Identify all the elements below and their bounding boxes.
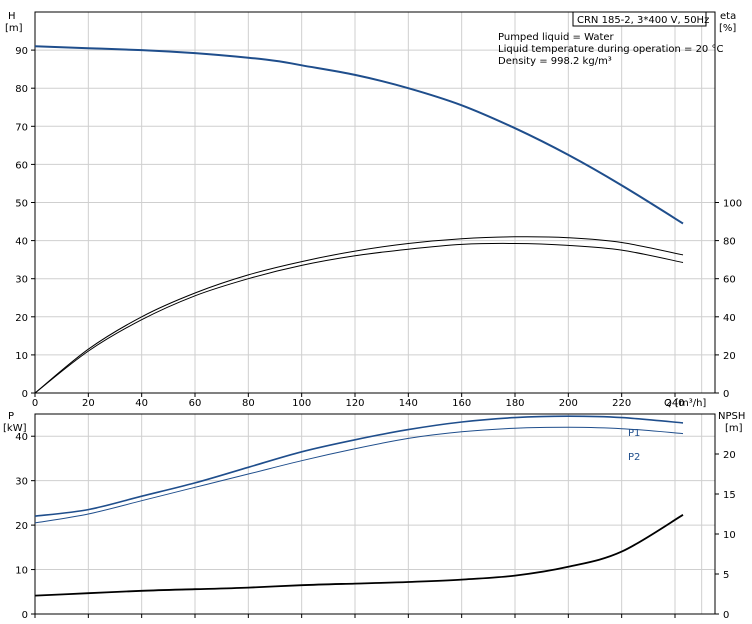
- y-right-tick-label: 60: [723, 275, 736, 286]
- x-tick-label: 180: [505, 398, 524, 409]
- x-tick-label: 240: [665, 398, 684, 409]
- y-tick-label: 40: [15, 237, 28, 248]
- x-tick-label: 40: [135, 398, 148, 409]
- y-tick-label: 80: [15, 84, 28, 95]
- y-right-tick-label: 80: [723, 237, 736, 248]
- series-line-h: [34, 45, 684, 225]
- bottom-ticks: 0 10 20 30 40 0 5 10 15 20: [15, 432, 735, 621]
- y-axis-label-npsh: NPSH: [718, 411, 745, 422]
- power-npsh-panel: 0 10 20 30 40 0 5 10 15 20 P [kW] NPSH [m] P1 P2: [3, 411, 745, 621]
- x-tick-label: 160: [452, 398, 471, 409]
- series-line-p1: [34, 415, 684, 517]
- series-line-npsh: [34, 514, 684, 597]
- y-tick-label: 50: [15, 199, 28, 210]
- chart-title-box: [572, 11, 707, 27]
- y-right-tick-label: 100: [723, 199, 742, 210]
- series-line-eta-2: [34, 236, 684, 394]
- y-right-tick-label: 0: [723, 389, 729, 400]
- bottom-plot-frame: [34, 413, 716, 615]
- y-tick-label: 70: [15, 122, 28, 133]
- x-tick-label: 20: [82, 398, 95, 409]
- y-tick-label: 10: [15, 566, 28, 577]
- y-tick-label: 20: [15, 313, 28, 324]
- legend-label-p2: P2: [628, 452, 640, 463]
- y-right-tick-label: 0: [723, 610, 729, 621]
- y-axis-label-eta: eta: [720, 11, 736, 22]
- x-tick-label: 140: [399, 398, 418, 409]
- legend-label-p1: P1: [628, 428, 640, 439]
- top-ticks: 0 20 40 60 80 100 120 140 160 180 200 220 2400102030…: [15, 46, 742, 409]
- info-density: Density = 998.2 kg/m³: [498, 56, 612, 67]
- y-tick-label: 0: [22, 610, 28, 621]
- y-axis-label-h: H: [8, 11, 16, 22]
- y-right-tick-label: 20: [723, 351, 736, 362]
- head-efficiency-panel: 0 20 40 60 80 100 120 140 160 180 200 220 2400102030…: [5, 11, 742, 409]
- x-axis-label: Q [m³/h]: [664, 398, 706, 409]
- series-line-p2: [34, 426, 684, 524]
- y-axis-unit-npsh: [m]: [725, 423, 743, 434]
- x-tick-label: 80: [242, 398, 255, 409]
- x-tick-label: 60: [189, 398, 202, 409]
- y-right-tick-label: 15: [723, 490, 736, 501]
- y-tick-label: 90: [15, 46, 28, 57]
- y-right-tick-label: 40: [723, 313, 736, 324]
- chart-title: CRN 185-2, 3*400 V, 50Hz: [577, 15, 709, 26]
- y-tick-label: 10: [15, 351, 28, 362]
- x-tick-label: 100: [292, 398, 311, 409]
- x-tick-label: 120: [345, 398, 364, 409]
- y-tick-label: 40: [15, 432, 28, 443]
- info-liquid-temperature: Liquid temperature during operation = 20…: [498, 44, 723, 55]
- x-tick-label: 220: [612, 398, 631, 409]
- x-tick-label: 200: [559, 398, 578, 409]
- y-right-tick-label: 10: [723, 530, 736, 541]
- y-right-tick-label: 20: [723, 450, 736, 461]
- y-right-tick-label: 5: [723, 570, 729, 581]
- y-tick-label: 30: [15, 275, 28, 286]
- bottom-series: [34, 415, 684, 597]
- info-pumped-liquid: Pumped liquid = Water: [498, 32, 615, 43]
- top-series: [34, 45, 684, 394]
- y-axis-unit-eta: [%]: [719, 23, 736, 34]
- y-axis-unit-h: [m]: [5, 23, 23, 34]
- y-tick-label: 0: [22, 389, 28, 400]
- y-tick-label: 30: [15, 477, 28, 488]
- x-tick-label: 0: [32, 398, 38, 409]
- y-axis-unit-p: [kW]: [3, 423, 27, 434]
- y-tick-label: 20: [15, 521, 28, 532]
- y-axis-label-p: P: [8, 411, 14, 422]
- y-tick-label: 60: [15, 160, 28, 171]
- series-line-eta-1: [34, 242, 684, 394]
